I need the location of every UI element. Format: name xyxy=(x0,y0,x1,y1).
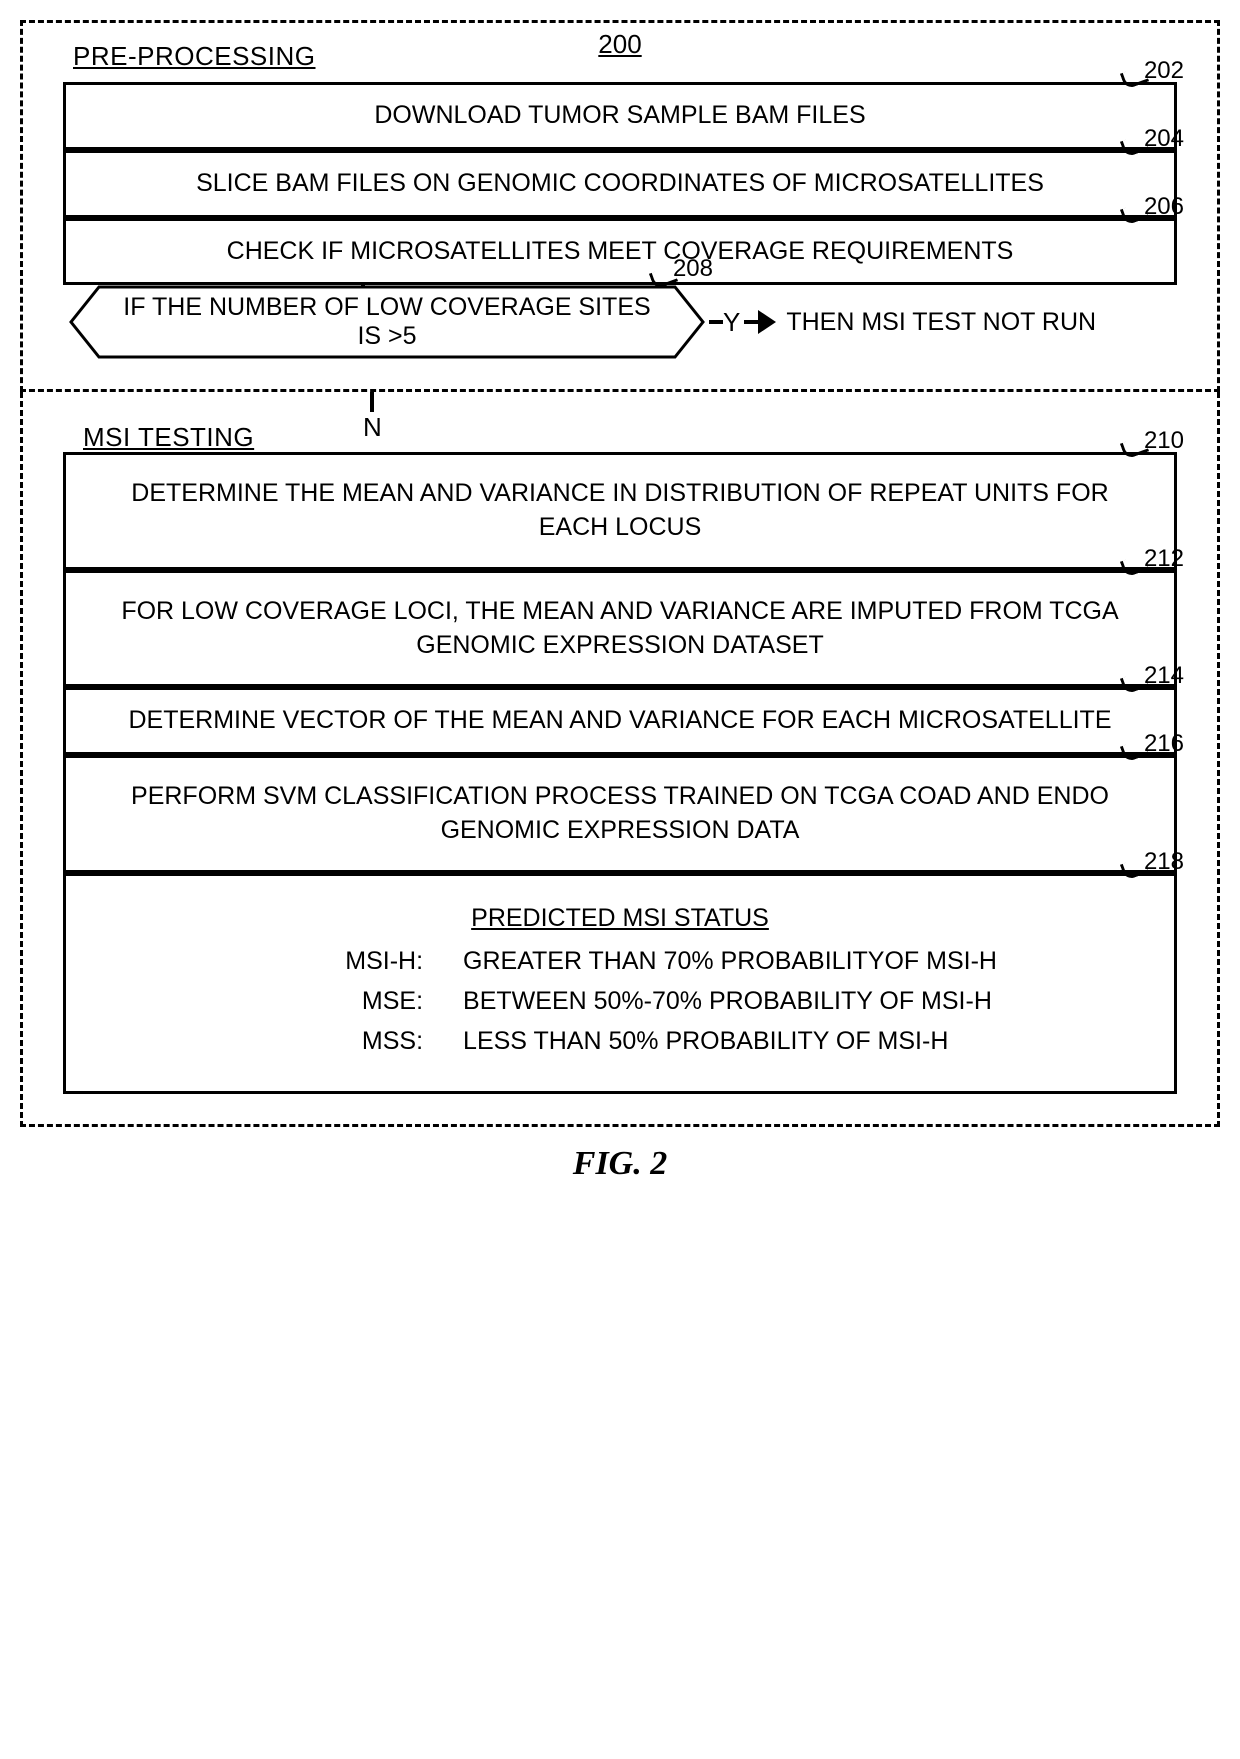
step-210: 210 DETERMINE THE MEAN AND VARIANCE IN D… xyxy=(63,452,1177,570)
decision-208-text: IF THE NUMBER OF LOW COVERAGE SITES IS >… xyxy=(69,285,705,359)
yes-label: Y xyxy=(723,307,740,338)
step-216: 216 PERFORM SVM CLASSIFICATION PROCESS T… xyxy=(63,755,1177,873)
ref-num-206: 206 xyxy=(1144,191,1184,223)
ref-num-218: 218 xyxy=(1144,846,1184,878)
ref-num-202: 202 xyxy=(1144,55,1184,87)
ref-num-204: 204 xyxy=(1144,123,1184,155)
step-210-text: DETERMINE THE MEAN AND VARIANCE IN DISTR… xyxy=(131,479,1108,541)
no-branch: N xyxy=(363,392,382,443)
status-value: GREATER THAN 70% PROBABILITYOF MSI-H xyxy=(463,945,997,979)
arrow-right-icon xyxy=(744,310,776,334)
status-title: PREDICTED MSI STATUS xyxy=(126,902,1114,936)
status-value: BETWEEN 50%-70% PROBABILITY OF MSI-H xyxy=(463,985,997,1019)
flowchart-diagram: 200 PRE-PROCESSING 202 DOWNLOAD TUMOR SA… xyxy=(20,20,1220,1183)
step-218: 218 PREDICTED MSI STATUS MSI-H: GREATER … xyxy=(63,873,1177,1094)
ref-num-214: 214 xyxy=(1144,660,1184,692)
yes-result-text: THEN MSI TEST NOT RUN xyxy=(786,308,1096,337)
ref-num-210: 210 xyxy=(1144,425,1184,457)
arrow-right-icon xyxy=(709,320,723,324)
section-msi-testing: N MSI TESTING 210 DETERMINE THE MEAN AND… xyxy=(20,392,1220,1126)
step-204-text: SLICE BAM FILES ON GENOMIC COORDINATES O… xyxy=(196,169,1044,197)
step-212: 212 FOR LOW COVERAGE LOCI, THE MEAN AND … xyxy=(63,570,1177,688)
section-preprocessing: 200 PRE-PROCESSING 202 DOWNLOAD TUMOR SA… xyxy=(20,20,1220,392)
section-label-msi: MSI TESTING xyxy=(83,422,254,453)
step-202-text: DOWNLOAD TUMOR SAMPLE BAM FILES xyxy=(374,101,865,129)
step-214-text: DETERMINE VECTOR OF THE MEAN AND VARIANC… xyxy=(128,706,1111,734)
msi-flow: 210 DETERMINE THE MEAN AND VARIANCE IN D… xyxy=(63,452,1177,1093)
status-key: MSI-H: xyxy=(243,945,423,979)
ref-num-212: 212 xyxy=(1144,543,1184,575)
no-label: N xyxy=(363,412,382,442)
step-216-text: PERFORM SVM CLASSIFICATION PROCESS TRAIN… xyxy=(131,782,1109,844)
decision-208-row: 208 IF THE NUMBER OF LOW COVERAGE SITES … xyxy=(63,285,1177,359)
yes-branch: Y THEN MSI TEST NOT RUN xyxy=(709,307,1096,338)
ref-num-216: 216 xyxy=(1144,728,1184,760)
step-202: 202 DOWNLOAD TUMOR SAMPLE BAM FILES xyxy=(63,82,1177,150)
step-206-text: CHECK IF MICROSATELLITES MEET COVERAGE R… xyxy=(227,237,1014,265)
preprocessing-flow: 202 DOWNLOAD TUMOR SAMPLE BAM FILES 204 … xyxy=(63,82,1177,359)
figure-reference-number: 200 xyxy=(598,29,641,60)
ref-num-208: 208 xyxy=(673,255,713,283)
status-key: MSE: xyxy=(243,985,423,1019)
status-value: LESS THAN 50% PROBABILITY OF MSI-H xyxy=(463,1025,997,1059)
status-grid: MSI-H: GREATER THAN 70% PROBABILITYOF MS… xyxy=(126,945,1114,1058)
step-206: 206 CHECK IF MICROSATELLITES MEET COVERA… xyxy=(63,218,1177,286)
status-key: MSS: xyxy=(243,1025,423,1059)
figure-caption: FIG. 2 xyxy=(20,1145,1220,1183)
step-212-text: FOR LOW COVERAGE LOCI, THE MEAN AND VARI… xyxy=(121,597,1118,659)
step-214: 214 DETERMINE VECTOR OF THE MEAN AND VAR… xyxy=(63,687,1177,755)
decision-208: 208 IF THE NUMBER OF LOW COVERAGE SITES … xyxy=(69,285,705,359)
step-204: 204 SLICE BAM FILES ON GENOMIC COORDINAT… xyxy=(63,150,1177,218)
